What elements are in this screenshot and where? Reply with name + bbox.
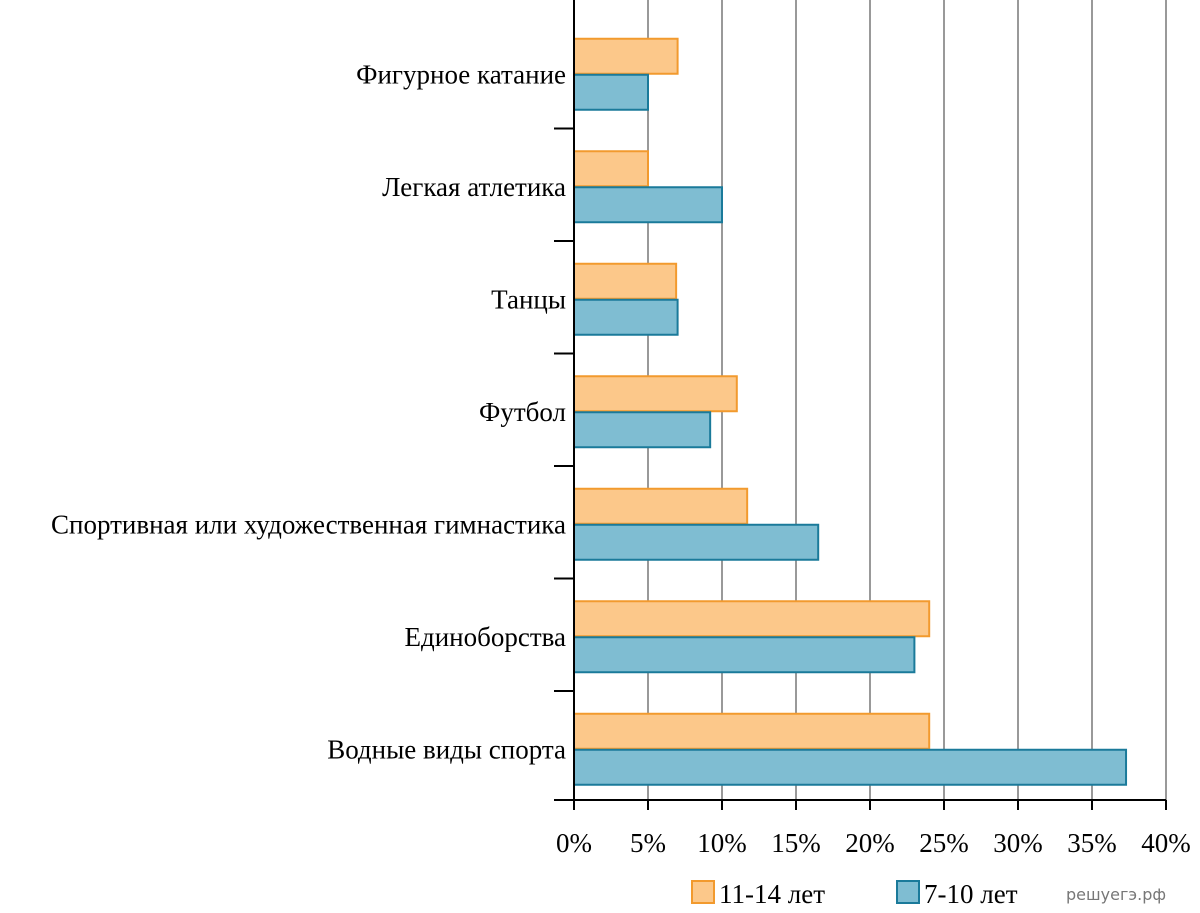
bar-7-10 — [573, 73, 649, 111]
legend-swatch-11-14 — [691, 880, 715, 904]
axes — [554, 0, 1167, 810]
bar-11-14 — [573, 375, 738, 413]
category-label: Легкая атлетика — [382, 172, 566, 202]
x-tick-label: 0% — [556, 828, 592, 858]
bar-11-14 — [573, 262, 678, 300]
bar-7-10 — [573, 636, 916, 674]
bars — [573, 37, 1128, 786]
bar-11-14 — [573, 37, 679, 75]
legend: 11-14 лет 7-10 лет — [691, 879, 1018, 909]
category-labels: Фигурное катание Легкая атлетика Танцы Футб… — [51, 59, 566, 764]
x-tick-label: 40% — [1141, 828, 1191, 858]
x-tick-label: 5% — [630, 828, 666, 858]
legend-swatch-7-10 — [896, 880, 920, 904]
category-label: Спортивная или художественная гимнастика — [51, 509, 566, 539]
category-label: Единоборства — [404, 622, 566, 652]
x-tick-label: 30% — [993, 828, 1043, 858]
bar-11-14 — [573, 150, 649, 188]
x-tick-label: 35% — [1067, 828, 1117, 858]
category-label: Танцы — [491, 284, 566, 314]
bar-7-10 — [573, 186, 723, 224]
x-tick-label: 25% — [919, 828, 969, 858]
tick-labels: 0% 5% 10% 15% 20% 25% 30% 35% 40% — [556, 828, 1191, 858]
bar-7-10 — [573, 298, 679, 336]
category-label: Водные виды спорта — [327, 734, 566, 764]
x-tick-label: 10% — [697, 828, 747, 858]
bar-7-10 — [573, 748, 1128, 786]
legend-label-11-14: 11-14 лет — [719, 879, 825, 909]
bar-7-10 — [573, 523, 820, 561]
bar-11-14 — [573, 487, 749, 525]
category-label: Фигурное катание — [356, 59, 566, 89]
bar-11-14 — [573, 712, 931, 750]
bar-11-14 — [573, 600, 931, 638]
x-tick-label: 20% — [845, 828, 895, 858]
x-tick-label: 15% — [771, 828, 821, 858]
category-label: Футбол — [479, 397, 566, 427]
grid-lines — [647, 0, 1167, 800]
watermark: решуегэ.рф — [1066, 885, 1166, 904]
bar-7-10 — [573, 411, 712, 449]
legend-label-7-10: 7-10 лет — [924, 879, 1018, 909]
